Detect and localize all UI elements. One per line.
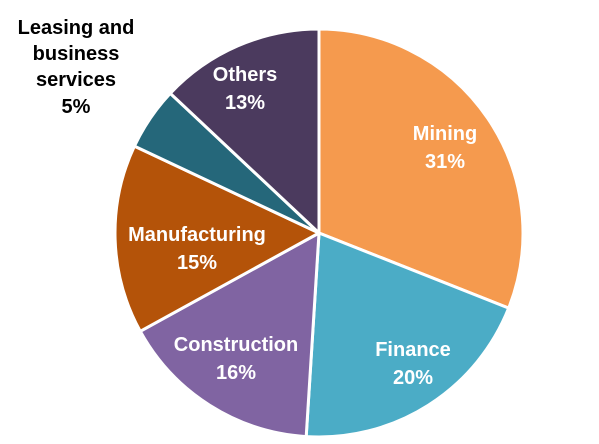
- slice-category-label: Mining: [413, 123, 477, 145]
- pie-label-manufacturing: Manufacturing 15%: [128, 224, 266, 274]
- pie-slice-construction: [138, 231, 321, 439]
- slice-category-label: business: [33, 43, 120, 65]
- slice-category-label: Manufacturing: [128, 224, 266, 246]
- slice-value-label: 16%: [216, 362, 256, 384]
- slice-category-label: Leasing and: [18, 17, 135, 39]
- slice-value-label: 5%: [62, 96, 91, 118]
- pie-slice-others: [168, 27, 321, 235]
- pie-label-leasing-and-business-services: Leasing and business services 5%: [18, 17, 135, 118]
- pie-slice-mining: [317, 27, 525, 310]
- pie-labels: Mining 31% Finance 20% Construction 16% Manufa…: [18, 17, 478, 389]
- pie-label-others: Others 13%: [213, 64, 277, 114]
- slice-value-label: 15%: [177, 252, 217, 274]
- pie-slice-manufacturing: [113, 144, 321, 333]
- slice-category-label: Finance: [375, 339, 451, 361]
- slice-category-label: services: [36, 69, 116, 91]
- pie-label-finance: Finance 20%: [375, 339, 451, 389]
- pie-slices: [113, 27, 525, 439]
- slice-value-label: 31%: [425, 151, 465, 173]
- slice-value-label: 20%: [393, 367, 433, 389]
- slice-category-label: Others: [213, 64, 277, 86]
- slice-value-label: 13%: [225, 92, 265, 114]
- pie-label-construction: Construction 16%: [174, 334, 298, 384]
- slice-category-label: Construction: [174, 334, 298, 356]
- pie-label-mining: Mining 31%: [413, 123, 477, 173]
- pie-slice-finance: [304, 231, 511, 439]
